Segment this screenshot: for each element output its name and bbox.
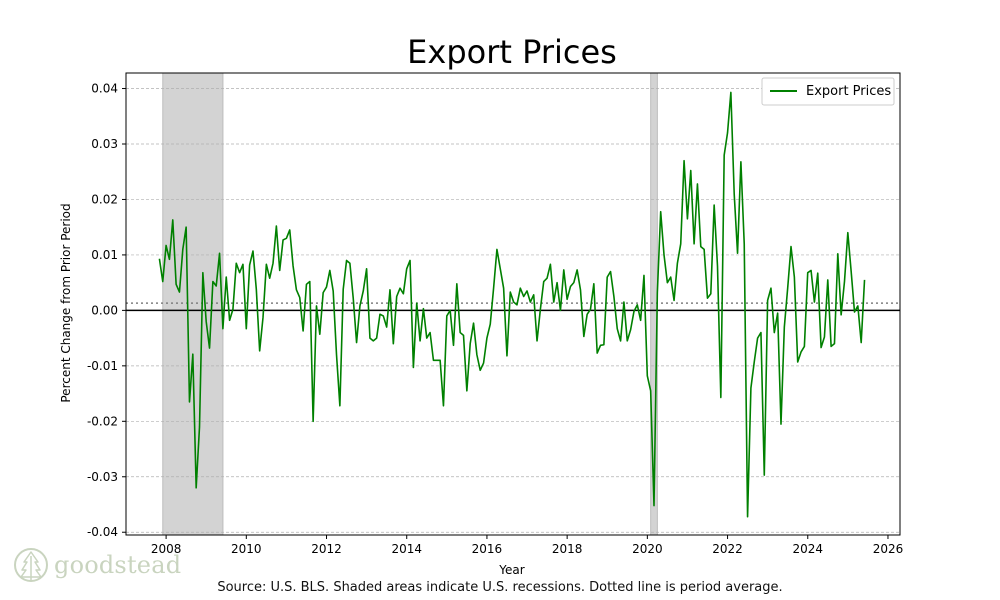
recession-shading: [162, 72, 658, 536]
y-tick-label-1: -0.03: [87, 470, 118, 484]
y-tick-label-3: -0.01: [87, 359, 118, 373]
x-tick-label-0: 2008: [151, 542, 182, 556]
y-tick-label-5: 0.01: [91, 248, 118, 262]
x-tick-label-6: 2020: [632, 542, 663, 556]
series-line-export-prices: [158, 91, 866, 518]
x-axis-title: Year: [498, 563, 524, 577]
brand-name: goodstead: [54, 551, 182, 579]
brand-logo: goodstead: [14, 545, 181, 585]
x-axis-ticks: 2008 2010 2012 2014 2016 2018 2020 2022 2024 2026: [151, 535, 903, 556]
y-tick-label-7: 0.03: [91, 137, 118, 151]
y-tick-label-2: -0.02: [87, 414, 118, 428]
y-tick-label-6: 0.02: [91, 192, 118, 206]
x-tick-label-5: 2018: [552, 542, 583, 556]
legend-label-export-prices: Export Prices: [806, 84, 891, 99]
x-tick-label-8: 2024: [792, 542, 823, 556]
y-tick-label-0: -0.04: [87, 525, 118, 539]
x-tick-label-7: 2022: [712, 542, 743, 556]
legend: Export Prices: [761, 77, 895, 106]
chart-title: Export Prices: [407, 33, 617, 71]
recession-band-0: [162, 72, 224, 536]
x-tick-label-2: 2012: [311, 542, 342, 556]
y-tick-label-8: 0.04: [91, 82, 118, 96]
tree-icon: [14, 548, 48, 582]
y-tick-label-4: 0.00: [91, 303, 118, 317]
plot-frame: [125, 72, 901, 536]
legend-box: [761, 77, 895, 106]
x-tick-label-3: 2014: [391, 542, 422, 556]
y-axis-title: Percent Change from Prior Period: [59, 203, 73, 402]
source-note: Source: U.S. BLS. Shaded areas indicate …: [217, 580, 783, 595]
x-tick-label-9: 2026: [873, 542, 904, 556]
x-tick-label-1: 2010: [231, 542, 262, 556]
y-axis-ticks: -0.04 -0.03 -0.02 -0.01 0.00 0.01 0.02 0.03 0.04: [87, 82, 126, 539]
x-tick-label-4: 2016: [472, 542, 503, 556]
series-layer: [158, 91, 866, 518]
